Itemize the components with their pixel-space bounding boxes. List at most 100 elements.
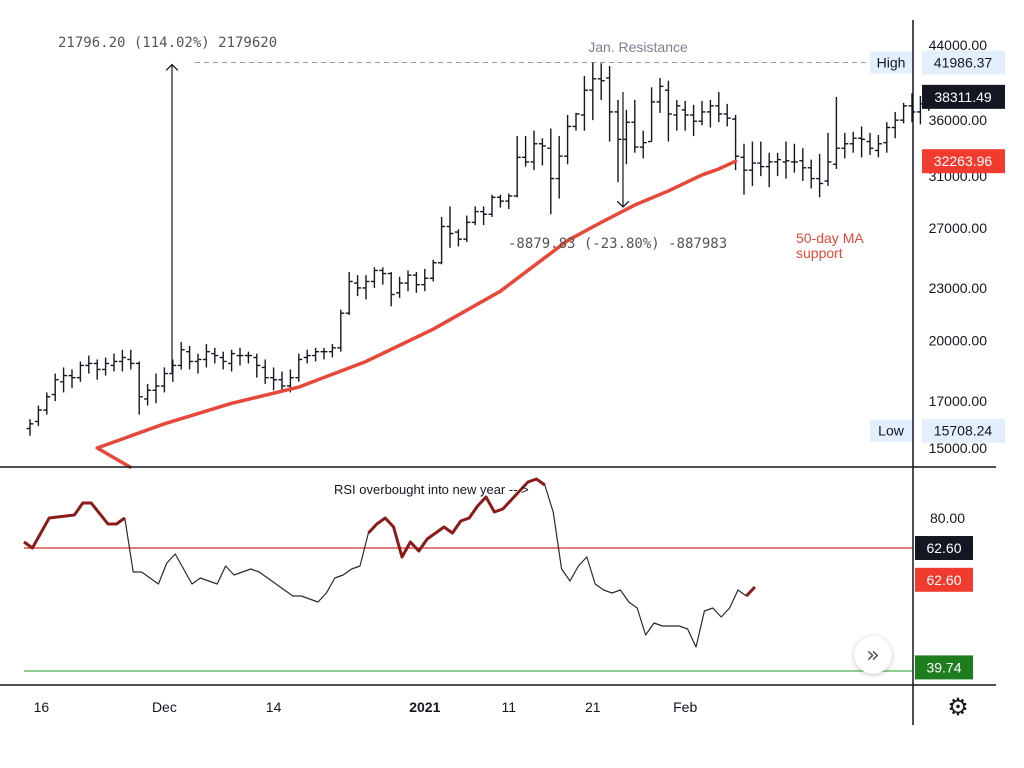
ohlc-bar[interactable] — [463, 215, 471, 243]
ohlc-bar[interactable] — [194, 353, 202, 374]
ohlc-bar[interactable] — [85, 355, 93, 374]
ohlc-bar[interactable] — [144, 383, 152, 406]
ohlc-bar[interactable] — [26, 419, 34, 436]
ohlc-bar[interactable] — [160, 367, 168, 393]
ohlc-bar[interactable] — [303, 349, 311, 364]
ohlc-bar[interactable] — [211, 347, 219, 364]
ohlc-bar[interactable] — [60, 367, 68, 393]
ohlc-bar[interactable] — [891, 111, 899, 139]
ohlc-bar[interactable] — [606, 66, 614, 142]
settings-button[interactable]: ⚙ — [945, 694, 971, 720]
ohlc-bar[interactable] — [261, 359, 269, 384]
ohlc-bar[interactable] — [34, 405, 42, 427]
ohlc-bar[interactable] — [715, 92, 723, 123]
ohlc-bar[interactable] — [345, 271, 353, 315]
ohlc-bar[interactable] — [228, 349, 236, 372]
ohlc-bar[interactable] — [202, 344, 210, 368]
ohlc-bar[interactable] — [76, 361, 84, 382]
ohlc-bar[interactable] — [412, 271, 420, 293]
ohlc-bar[interactable] — [740, 143, 748, 195]
scroll-to-realtime-button[interactable]: » — [854, 636, 892, 674]
ohlc-bar[interactable] — [782, 141, 790, 179]
ohlc-bar[interactable] — [790, 143, 798, 173]
ohlc-bar[interactable] — [446, 206, 454, 248]
ohlc-bar[interactable] — [874, 135, 882, 158]
ohlc-bar[interactable] — [51, 373, 59, 402]
ohlc-bar[interactable] — [169, 359, 177, 382]
ohlc-bar[interactable] — [421, 268, 429, 292]
ohlc-bar[interactable] — [362, 275, 370, 300]
ohlc-bar[interactable] — [118, 349, 126, 372]
ohlc-bar[interactable] — [253, 353, 261, 378]
ohlc-bar[interactable] — [480, 206, 488, 226]
ohlc-bar[interactable] — [379, 267, 387, 285]
ohlc-bar[interactable] — [135, 361, 143, 415]
ohlc-bar[interactable] — [454, 229, 462, 247]
ohlc-bar[interactable] — [564, 114, 572, 165]
ohlc-bar[interactable] — [538, 138, 546, 166]
ohlc-bar[interactable] — [337, 309, 345, 352]
ohlc-bar[interactable] — [866, 132, 874, 156]
ohlc-bar[interactable] — [883, 122, 891, 153]
ohlc-bar[interactable] — [438, 216, 446, 265]
ohlc-bar[interactable] — [505, 193, 513, 209]
ohlc-bar[interactable] — [597, 63, 605, 100]
ohlc-bar[interactable] — [236, 347, 244, 366]
ohlc-bar[interactable] — [572, 112, 580, 131]
ohlc-bar[interactable] — [370, 267, 378, 288]
ohlc-bar[interactable] — [186, 345, 194, 370]
ohlc-bar[interactable] — [858, 126, 866, 158]
ohlc-bar[interactable] — [547, 128, 555, 215]
ohlc-bar[interactable] — [328, 344, 336, 358]
ohlc-bar[interactable] — [656, 77, 664, 113]
ohlc-bar[interactable] — [295, 353, 303, 382]
ohlc-bar[interactable] — [522, 136, 530, 167]
ohlc-bar[interactable] — [127, 349, 135, 370]
ohlc-bar[interactable] — [698, 100, 706, 126]
ohlc-bar[interactable] — [387, 271, 395, 307]
ohlc-bar[interactable] — [589, 62, 597, 121]
ohlc-bar[interactable] — [673, 99, 681, 131]
ohlc-bar[interactable] — [723, 103, 731, 127]
ohlc-bar[interactable] — [664, 80, 672, 142]
ohlc-bar[interactable] — [102, 357, 110, 376]
ohlc-bar[interactable] — [404, 270, 412, 292]
ohlc-bar[interactable] — [530, 130, 538, 171]
ohlc-bar[interactable] — [824, 132, 832, 186]
ohlc-bar[interactable] — [429, 259, 437, 282]
ohlc-bar[interactable] — [278, 371, 286, 393]
ohlc-bar[interactable] — [639, 130, 647, 159]
ohlc-bar[interactable] — [580, 76, 588, 131]
ohlc-bar[interactable] — [152, 373, 160, 404]
ohlc-bar[interactable] — [68, 369, 76, 389]
price-pane[interactable]: 44000.0036000.0031000.0027000.0023000.00… — [26, 35, 1006, 469]
ohlc-bar[interactable] — [841, 132, 849, 159]
ohlc-bar[interactable] — [631, 99, 639, 153]
rsi-pane[interactable]: RSI overbought into new year -- > 80.00 62… — [23, 477, 973, 680]
ohlc-bar[interactable] — [555, 136, 563, 199]
ohlc-bar[interactable] — [765, 152, 773, 188]
ohlc-bar[interactable] — [690, 104, 698, 137]
ohlc-bar[interactable] — [774, 152, 782, 177]
ohlc-bar[interactable] — [93, 359, 101, 380]
ohlc-bar[interactable] — [312, 347, 320, 362]
ohlc-bar[interactable] — [622, 109, 630, 165]
ohlc-bar[interactable] — [832, 96, 840, 169]
ohlc-bar[interactable] — [496, 194, 504, 208]
ohlc-bar[interactable] — [648, 87, 656, 143]
ohlc-bar[interactable] — [908, 93, 916, 123]
ohlc-bar[interactable] — [354, 275, 362, 297]
ohlc-bar[interactable] — [244, 351, 252, 364]
ohlc-bar[interactable] — [614, 99, 622, 183]
ohlc-bar[interactable] — [43, 392, 51, 415]
ohlc-bar[interactable] — [681, 100, 689, 131]
ohlc-bar[interactable] — [757, 141, 765, 177]
ohlc-bar[interactable] — [396, 276, 404, 298]
ohlc-bar[interactable] — [799, 148, 807, 182]
ohlc-bar[interactable] — [807, 159, 815, 189]
ohlc-bar[interactable] — [849, 131, 857, 153]
ohlc-bar[interactable] — [706, 99, 714, 128]
ohlc-bar[interactable] — [513, 136, 521, 198]
ohlc-bar[interactable] — [816, 153, 824, 198]
